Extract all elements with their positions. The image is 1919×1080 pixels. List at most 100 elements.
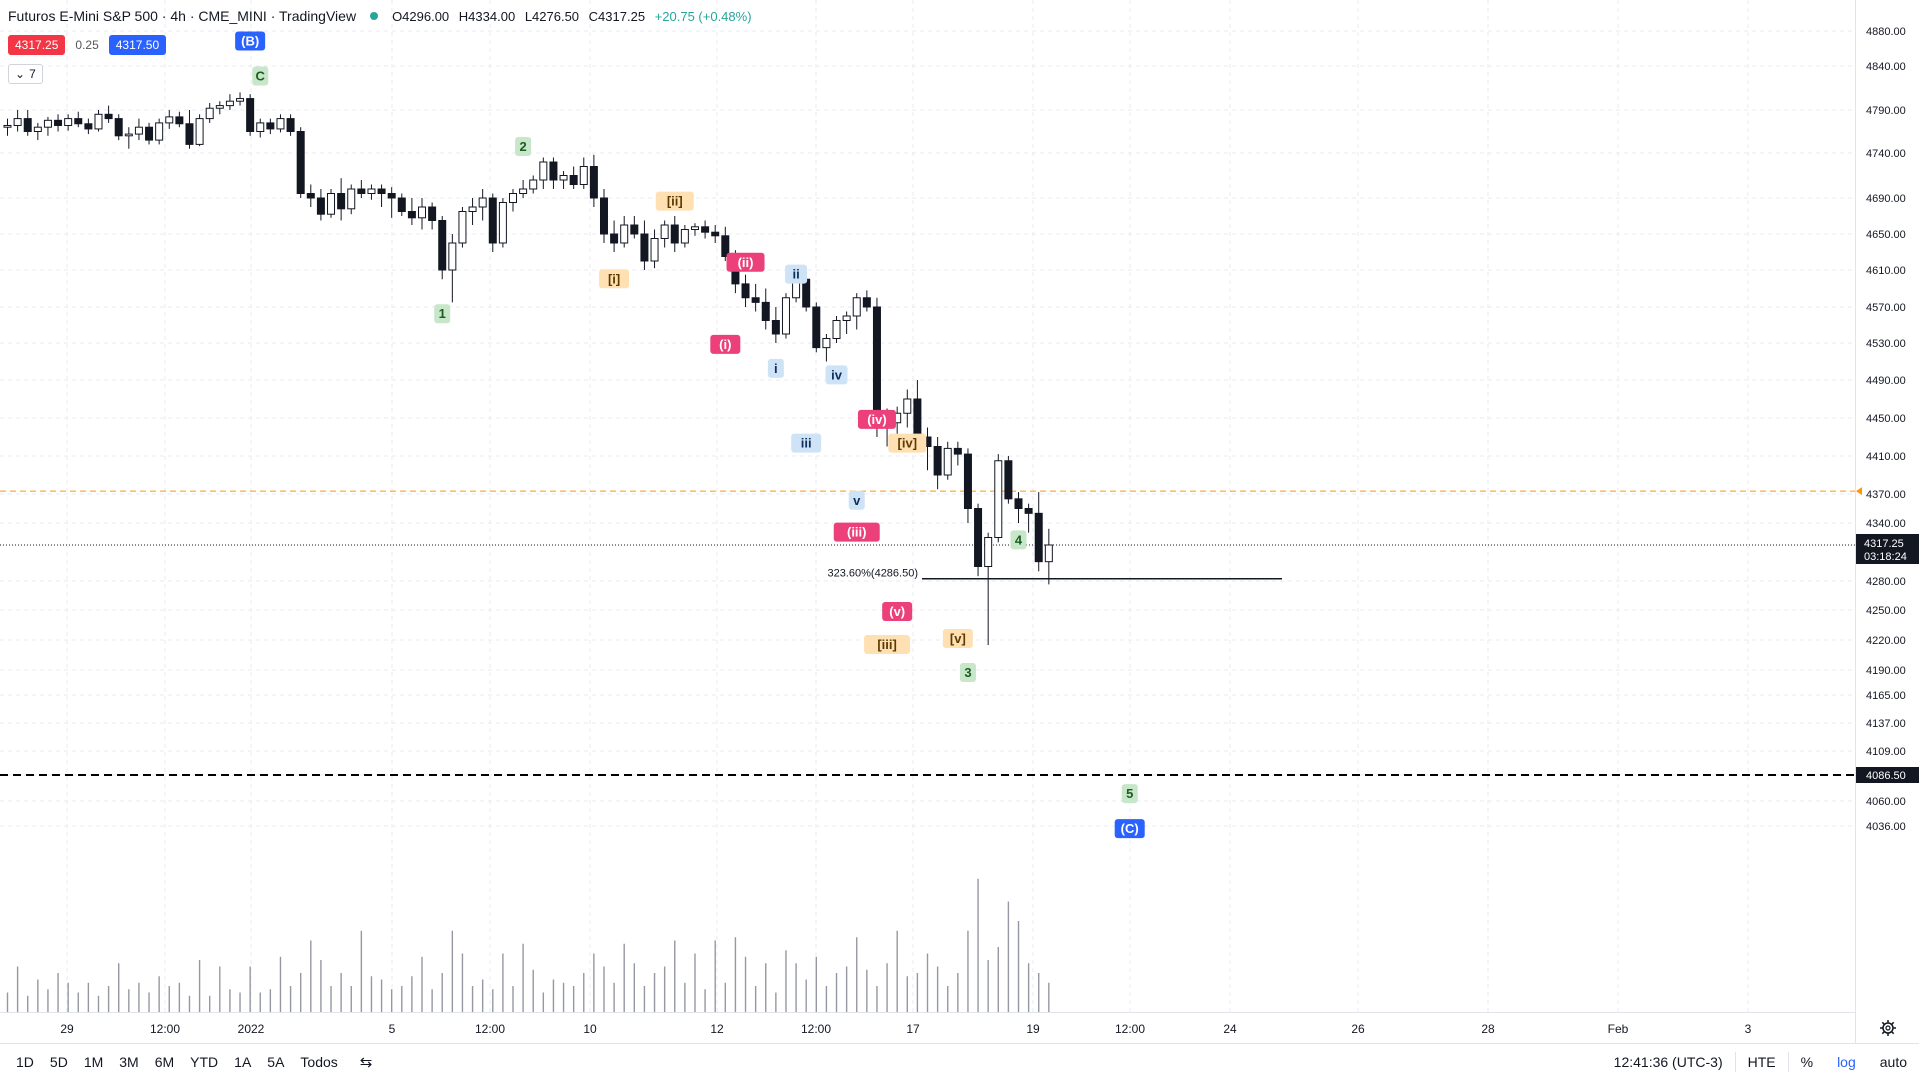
time-axis[interactable]: 29 12:00 2022 5 12:00 10 12 12:00 17 19 12:00 24 26 2… <box>0 1012 1855 1044</box>
candle <box>953 441 962 466</box>
wave-label[interactable]: [ii] <box>655 191 694 211</box>
wave-label[interactable]: 2 <box>515 136 532 156</box>
candle <box>256 118 265 138</box>
candle <box>1034 492 1043 572</box>
wave-label[interactable]: ii <box>785 264 808 284</box>
price-tick-label: 4490.00 <box>1866 375 1906 387</box>
chart-area[interactable]: 323.60%(4286.50) (B)C21[ii][i](ii)(i)iii… <box>0 0 1855 1043</box>
wave-label[interactable]: (B) <box>235 31 266 51</box>
auto-button[interactable]: auto <box>1879 1054 1907 1070</box>
price-tick-label: 4570.00 <box>1866 302 1906 314</box>
fib-level[interactable]: 323.60%(4286.50) <box>827 568 1282 580</box>
candle <box>933 437 942 490</box>
candle <box>246 94 255 136</box>
timeframe-button[interactable]: 5D <box>49 1054 68 1070</box>
svg-text:[ii]: [ii] <box>667 194 683 209</box>
svg-text:(v): (v) <box>889 604 905 619</box>
candle <box>74 111 83 128</box>
wave-label[interactable]: [iii] <box>864 635 911 654</box>
horizontal-lines[interactable] <box>0 490 1855 776</box>
price-tick-label: 4250.00 <box>1866 605 1906 617</box>
candle <box>185 110 194 149</box>
wave-label[interactable]: 3 <box>959 663 976 682</box>
candle <box>377 184 386 207</box>
candle <box>943 441 952 480</box>
time-tick-label: 26 <box>1351 1022 1365 1036</box>
symbol-title[interactable]: Futuros E-Mini S&P 500 · 4h · CME_MINI ·… <box>8 8 357 24</box>
wave-label[interactable]: i <box>767 358 784 378</box>
ohlc-readout: O4296.00 H4334.00 L4276.50 C4317.25 +20.… <box>392 9 757 24</box>
svg-text:5: 5 <box>1126 786 1133 801</box>
high-value: H4334.00 <box>458 8 516 24</box>
session-button[interactable]: HTE <box>1747 1054 1776 1070</box>
time-tick-label: 2022 <box>238 1022 265 1036</box>
price-tick-label: 4790.00 <box>1866 105 1906 117</box>
separator <box>1787 1052 1789 1072</box>
timeframe-button[interactable]: 1M <box>83 1054 104 1070</box>
indicators-toggle-button[interactable]: ⌄ 7 <box>8 64 43 84</box>
alert-marker-icon[interactable] <box>1856 487 1862 496</box>
candle <box>468 198 477 225</box>
wave-label[interactable]: (ii) <box>726 252 765 272</box>
buy-button[interactable]: 4317.50 <box>108 35 167 55</box>
wave-label[interactable]: 5 <box>1121 784 1138 804</box>
timeframe-button[interactable]: 1A <box>234 1054 252 1070</box>
wave-label[interactable]: C <box>252 66 269 86</box>
wave-label[interactable]: iii <box>791 433 822 453</box>
clock-readout[interactable]: 12:41:36 (UTC-3) <box>1613 1054 1723 1070</box>
wave-label[interactable]: [v] <box>942 629 973 648</box>
volume-bars <box>6 878 1050 1012</box>
time-tick-label: 12:00 <box>801 1022 831 1036</box>
candle <box>741 274 750 307</box>
svg-text:[iv]: [iv] <box>898 436 918 451</box>
candles <box>3 92 1053 645</box>
time-tick-label: 12 <box>710 1022 724 1036</box>
candle <box>579 157 588 189</box>
wave-label[interactable]: v <box>848 490 865 510</box>
candle <box>650 229 659 269</box>
wave-labels[interactable]: (B)C21[ii][i](ii)(i)iii iviii(iv)[iv]v(ii… <box>235 31 1145 839</box>
percent-button[interactable]: % <box>1800 1054 1814 1070</box>
candle <box>407 198 416 225</box>
candle <box>680 225 689 248</box>
wave-label[interactable]: (v) <box>882 602 913 621</box>
candle <box>984 532 993 645</box>
timeframe-button[interactable]: 3M <box>119 1054 139 1070</box>
candle <box>387 187 396 218</box>
timeframe-button[interactable]: Todos <box>300 1054 338 1070</box>
candle <box>215 101 224 115</box>
date-range-icon[interactable]: ⇆ <box>359 1054 373 1071</box>
timeframe-button[interactable]: YTD <box>190 1054 219 1070</box>
wave-label[interactable]: [iv] <box>888 433 927 453</box>
open-value: O4296.00 <box>392 8 450 24</box>
time-tick-label: 12:00 <box>475 1022 505 1036</box>
wave-label[interactable]: [i] <box>599 269 630 289</box>
candle <box>569 166 578 189</box>
timeframe-button[interactable]: 1D <box>16 1054 34 1070</box>
gear-icon[interactable] <box>1878 1018 1898 1038</box>
candle <box>771 307 780 343</box>
chevron-down-icon: ⌄ <box>15 67 26 81</box>
wave-label[interactable]: 1 <box>434 304 451 324</box>
candle <box>640 220 649 270</box>
price-axis[interactable]: 4880.00 4840.00 4790.00 4740.00 4690.00 4650.… <box>1855 0 1919 1043</box>
wave-label[interactable]: (C) <box>1114 819 1145 839</box>
wave-label[interactable]: (iv) <box>857 409 896 429</box>
sell-button[interactable]: 4317.25 <box>8 35 66 55</box>
price-tick-label: 4036.00 <box>1866 821 1906 833</box>
hline-price-tag <box>1856 767 1919 783</box>
wave-label[interactable]: (iii) <box>833 522 880 542</box>
price-tick-label: 4450.00 <box>1866 413 1906 425</box>
hline-price-label: 4086.50 <box>1866 770 1906 782</box>
timeframe-button[interactable]: 5A <box>267 1054 285 1070</box>
timeframe-button[interactable]: 6M <box>154 1054 175 1070</box>
price-tick-label: 4370.00 <box>1866 489 1906 501</box>
wave-label[interactable]: iv <box>825 365 848 385</box>
wave-label[interactable]: (i) <box>710 334 741 354</box>
candle <box>974 503 983 577</box>
time-tick-label: 5 <box>389 1022 396 1036</box>
timeframe-list: 1D 5D 1M 3M 6M YTD 1A 5A Todos <box>0 1054 346 1070</box>
fib-label: 323.60%(4286.50) <box>827 568 918 580</box>
log-button[interactable]: log <box>1837 1054 1856 1070</box>
wave-label[interactable]: 4 <box>1010 530 1027 550</box>
